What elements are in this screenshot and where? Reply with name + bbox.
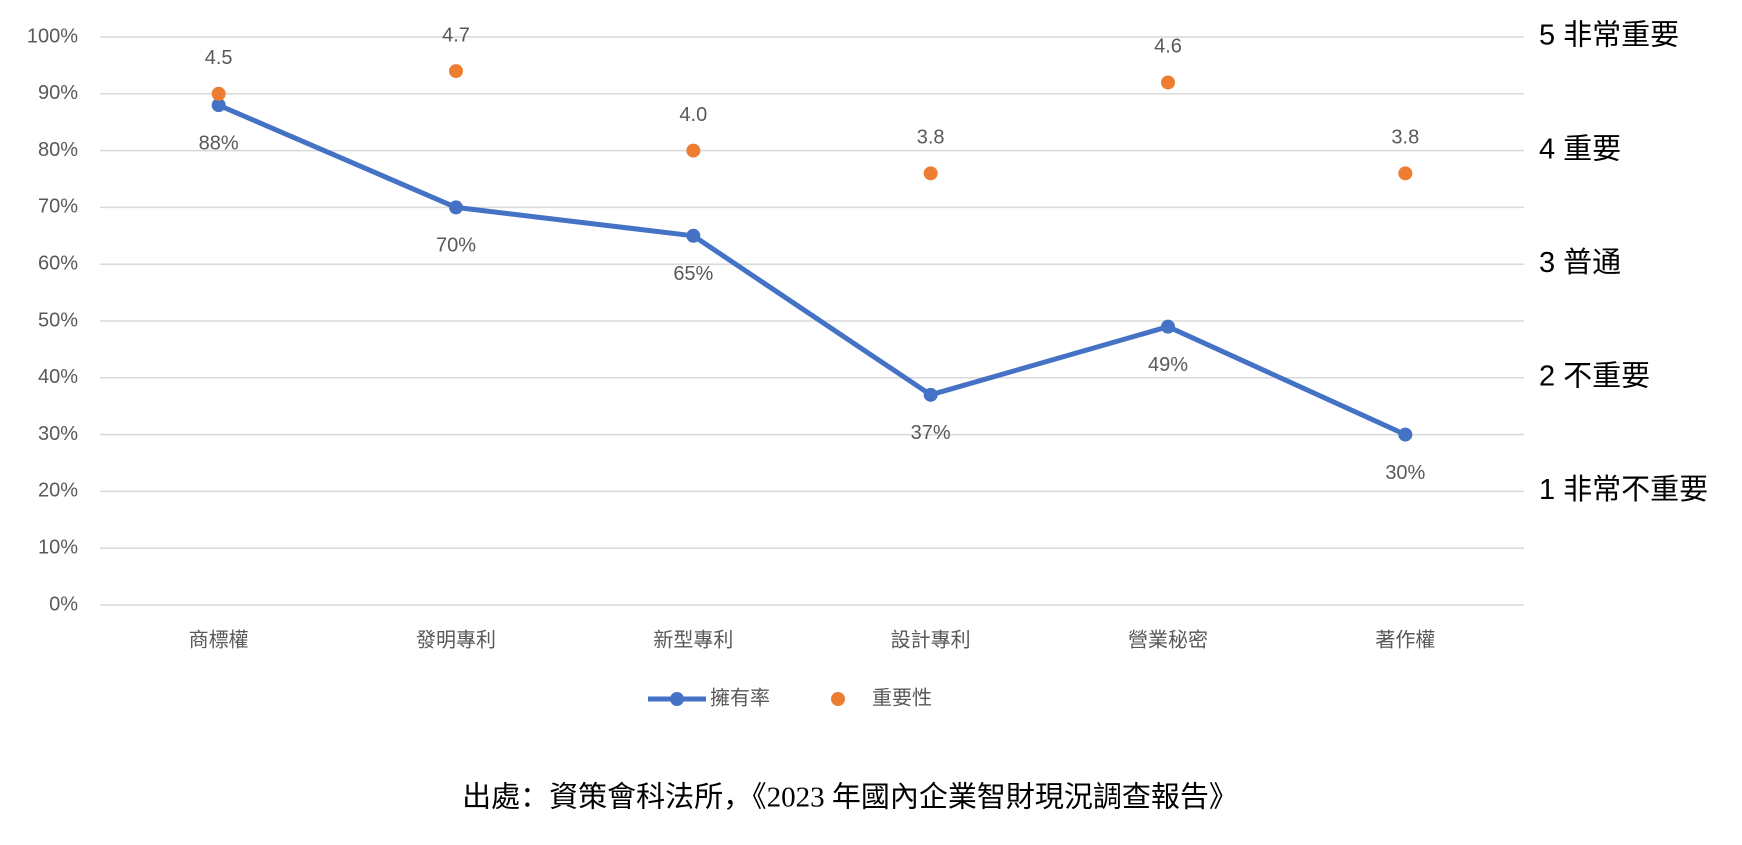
scatter-point	[1398, 166, 1413, 181]
scatter-point	[449, 64, 463, 79]
legend-marker	[831, 692, 845, 706]
y-tick-label: 30%	[38, 423, 78, 445]
line-marker	[1161, 319, 1175, 334]
x-tick-label: 商標權	[189, 628, 249, 651]
y-tick-label: 80%	[38, 139, 78, 161]
data-label: 4.0	[679, 104, 707, 126]
data-label: 3.8	[1391, 127, 1419, 149]
y2-tick-label: 1 非常不重要	[1539, 473, 1708, 506]
data-label: 4.7	[442, 24, 470, 46]
line-marker	[923, 387, 938, 402]
line-marker	[686, 228, 701, 243]
data-label: 70%	[436, 235, 476, 257]
y2-tick-label: 5 非常重要	[1539, 19, 1679, 52]
legend-marker	[670, 692, 684, 706]
y-tick-label: 100%	[27, 25, 78, 47]
y2-tick-label: 4 重要	[1539, 132, 1621, 165]
y-tick-label: 40%	[38, 366, 78, 388]
data-label: 37%	[911, 422, 951, 444]
legend-label: 擁有率	[710, 686, 770, 709]
x-tick-label: 發明專利	[416, 628, 496, 651]
scatter-point	[686, 143, 701, 158]
y-tick-label: 70%	[38, 196, 78, 218]
y-tick-label: 90%	[38, 82, 78, 104]
scatter-point	[1161, 75, 1175, 90]
y-tick-label: 0%	[49, 593, 78, 615]
y-tick-label: 60%	[38, 252, 78, 274]
x-tick-label: 著作權	[1375, 628, 1435, 651]
y-tick-label: 10%	[38, 536, 78, 558]
y-tick-label: 50%	[38, 309, 78, 331]
data-label: 88%	[199, 132, 239, 154]
scatter-point	[211, 86, 226, 101]
line-marker	[211, 98, 226, 113]
y2-tick-label: 3 普通	[1539, 246, 1621, 279]
line	[217, 102, 1407, 437]
data-label: 4.6	[1154, 36, 1182, 58]
y2-tick-label: 2 不重要	[1539, 359, 1650, 392]
data-label: 4.5	[205, 47, 233, 69]
x-tick-label: 新型專利	[653, 628, 733, 651]
line-marker	[449, 200, 463, 215]
legend-label: 重要性	[872, 686, 932, 709]
x-tick-label: 營業秘密	[1128, 628, 1208, 651]
data-label: 30%	[1385, 462, 1425, 484]
scatter-point	[923, 166, 938, 181]
line-marker	[1398, 427, 1413, 442]
x-tick-label: 設計專利	[891, 628, 971, 651]
data-label: 49%	[1148, 354, 1188, 376]
data-label: 65%	[673, 263, 713, 285]
source-note: 出處：資策會科法所，《2023 年國內企業智財現況調查報告》	[462, 781, 1238, 814]
data-label: 3.8	[917, 127, 945, 149]
y-tick-label: 20%	[38, 480, 78, 502]
